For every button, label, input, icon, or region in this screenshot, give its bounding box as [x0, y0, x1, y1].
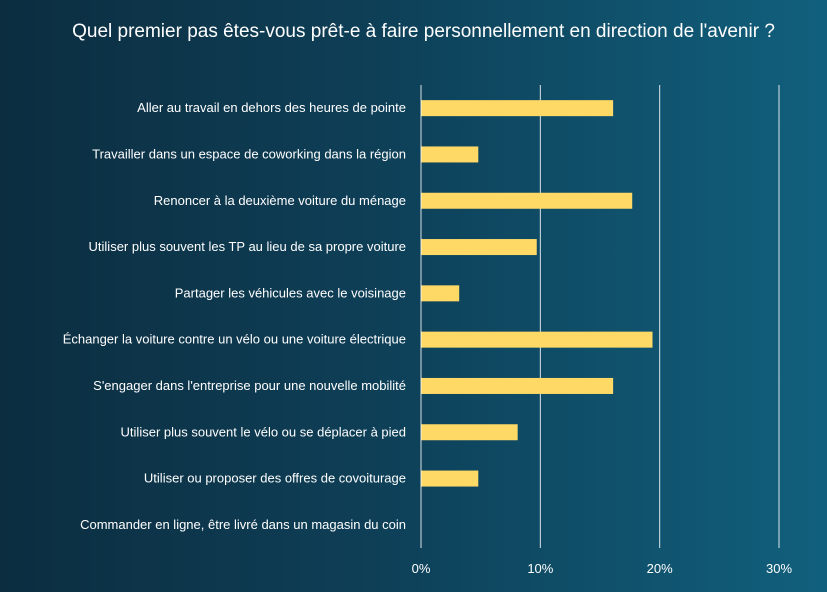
bar-5 [421, 331, 653, 348]
x-tick-label-1: 10% [527, 561, 553, 576]
bar-3 [421, 239, 537, 256]
category-label-6: S'engager dans l'entreprise pour une nou… [93, 378, 406, 393]
category-label-9: Commander en ligne, être livré dans un m… [80, 517, 406, 532]
x-tick-label-2: 20% [647, 561, 673, 576]
category-label-0: Aller au travail en dehors des heures de… [137, 100, 406, 115]
x-tick-label-0: 0% [412, 561, 431, 576]
bar-6 [421, 377, 614, 394]
bar-0 [421, 100, 614, 117]
x-tick-label-3: 30% [766, 561, 792, 576]
category-label-1: Travailler dans un espace de coworking d… [92, 146, 406, 161]
category-label-3: Utiliser plus souvent les TP au lieu de … [89, 239, 406, 254]
category-label-2: Renoncer à la deuxième voiture du ménage [154, 193, 406, 208]
bar-8 [421, 470, 479, 487]
bar-2 [421, 192, 633, 209]
category-label-7: Utiliser plus souvent le vélo ou se dépl… [121, 424, 406, 439]
category-label-8: Utiliser ou proposer des offres de covoi… [144, 471, 406, 486]
category-label-4: Partager les véhicules avec le voisinage [175, 285, 406, 300]
category-label-5: Échanger la voiture contre un vélo ou un… [63, 332, 406, 347]
bar-7 [421, 424, 518, 441]
chart-title: Quel premier pas êtes-vous prêt-e à fair… [72, 21, 775, 42]
bar-1 [421, 146, 479, 163]
bar-4 [421, 285, 460, 302]
